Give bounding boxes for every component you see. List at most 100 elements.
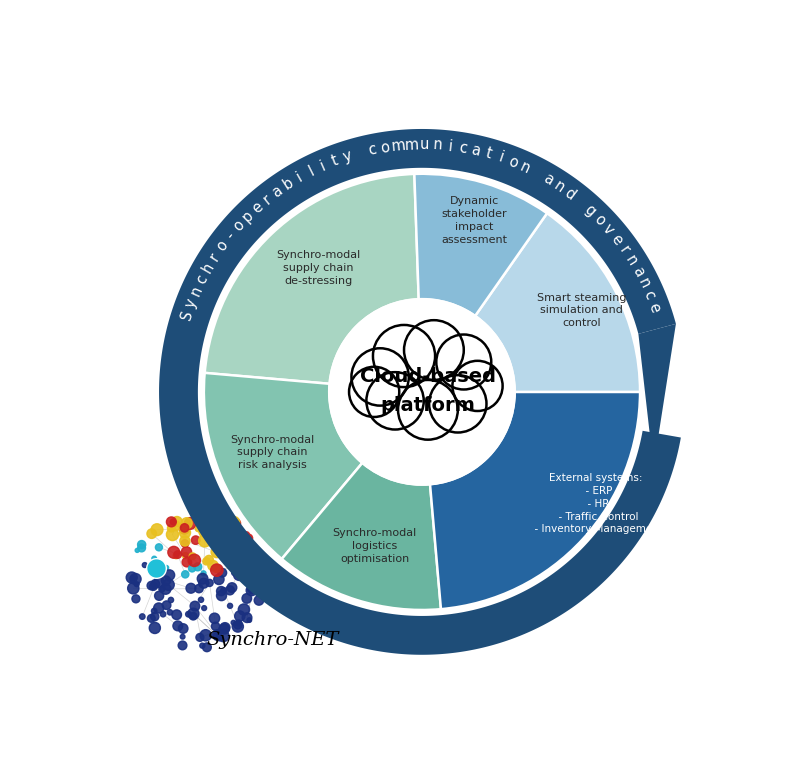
Point — [153, 590, 166, 602]
Point — [234, 610, 246, 622]
Text: r: r — [260, 192, 274, 207]
Text: c: c — [367, 142, 378, 158]
Text: e: e — [249, 199, 266, 217]
Text: n: n — [635, 276, 653, 291]
Text: n: n — [622, 253, 640, 268]
Point — [254, 579, 267, 591]
Circle shape — [366, 372, 424, 430]
Point — [244, 554, 257, 566]
Point — [171, 620, 184, 632]
Text: m: m — [404, 137, 418, 153]
Point — [129, 573, 142, 585]
Text: c: c — [641, 289, 658, 302]
Text: o: o — [380, 140, 390, 156]
Point — [179, 549, 192, 562]
Point — [181, 556, 194, 568]
Point — [187, 610, 200, 622]
Point — [189, 600, 202, 612]
Point — [135, 539, 148, 551]
Point — [182, 608, 195, 620]
Point — [253, 594, 266, 607]
Point — [197, 567, 210, 580]
Point — [170, 549, 182, 562]
Text: c: c — [194, 272, 210, 286]
Point — [163, 606, 176, 618]
Point — [160, 562, 173, 574]
Point — [210, 546, 223, 558]
Text: g: g — [582, 202, 598, 220]
Point — [232, 617, 245, 629]
Point — [206, 559, 219, 572]
Point — [222, 545, 235, 557]
Point — [159, 583, 172, 595]
Point — [148, 611, 161, 623]
Point — [126, 572, 139, 584]
Point — [179, 568, 192, 580]
Point — [230, 518, 242, 530]
Circle shape — [349, 367, 399, 417]
Point — [210, 630, 223, 643]
Text: Dynamic
stakeholder
impact
assessment: Dynamic stakeholder impact assessment — [442, 196, 507, 244]
Point — [213, 573, 226, 586]
Point — [196, 573, 209, 585]
Wedge shape — [475, 213, 640, 392]
Point — [210, 563, 223, 575]
Text: y: y — [182, 296, 200, 310]
Point — [241, 611, 254, 624]
Point — [218, 622, 231, 634]
Point — [178, 537, 191, 549]
Point — [242, 532, 255, 545]
Point — [210, 564, 223, 577]
Point — [131, 544, 144, 556]
Point — [192, 522, 205, 535]
Text: n: n — [551, 178, 567, 196]
Point — [216, 543, 229, 556]
Point — [160, 599, 173, 611]
Point — [188, 554, 201, 566]
Circle shape — [398, 380, 458, 440]
Point — [149, 577, 162, 590]
Point — [241, 592, 254, 605]
Point — [210, 521, 223, 534]
Text: platform: platform — [381, 396, 475, 415]
Text: y: y — [341, 148, 354, 165]
Point — [234, 545, 246, 557]
Point — [136, 611, 149, 623]
Point — [246, 584, 258, 597]
Point — [177, 622, 190, 635]
Point — [240, 528, 253, 541]
Polygon shape — [365, 359, 490, 398]
Point — [138, 559, 151, 571]
Point — [217, 517, 230, 529]
Text: -: - — [223, 229, 238, 243]
Text: a: a — [470, 143, 482, 159]
Point — [170, 520, 182, 532]
Point — [198, 602, 210, 615]
Point — [214, 632, 226, 644]
Point — [216, 518, 229, 531]
Text: c: c — [458, 140, 468, 156]
Point — [218, 622, 230, 635]
Text: u: u — [419, 137, 429, 152]
Point — [226, 581, 238, 594]
Point — [243, 556, 256, 569]
Point — [245, 584, 258, 597]
Point — [217, 630, 230, 643]
Text: a: a — [629, 265, 646, 279]
Text: Synchro-modal
supply chain
risk analysis: Synchro-modal supply chain risk analysis — [230, 435, 314, 470]
Point — [198, 525, 211, 538]
Point — [145, 580, 158, 592]
Point — [162, 578, 175, 591]
Point — [165, 522, 178, 535]
Circle shape — [453, 361, 502, 411]
Text: External systems:
  - ERP
  - HR
  - Traffic Control
  - Inventory Management: External systems: - ERP - HR - Traffic C… — [528, 473, 663, 535]
Circle shape — [351, 348, 409, 406]
Wedge shape — [282, 462, 441, 610]
Text: i: i — [447, 139, 453, 154]
Text: n: n — [518, 158, 533, 176]
Text: Smart steaming
simulation and
control: Smart steaming simulation and control — [537, 293, 626, 328]
Point — [190, 534, 202, 546]
Circle shape — [373, 325, 435, 387]
Point — [201, 641, 214, 653]
Circle shape — [330, 300, 514, 484]
